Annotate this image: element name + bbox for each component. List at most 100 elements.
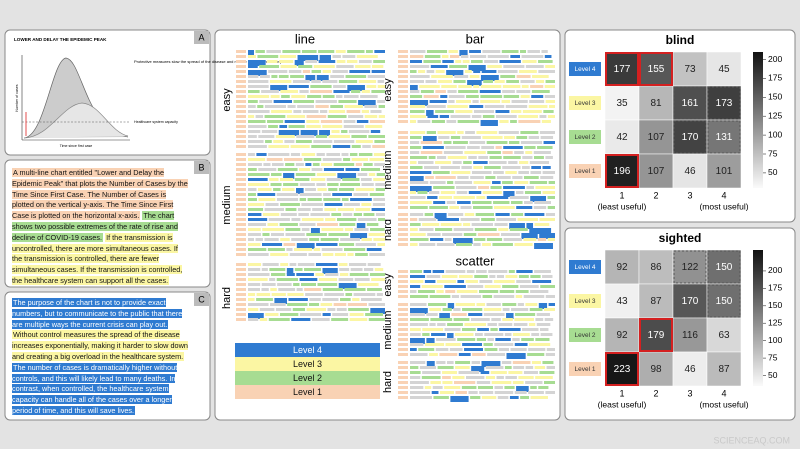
strip (521, 55, 544, 58)
strip (257, 188, 272, 191)
strip (358, 283, 379, 286)
strip (370, 110, 382, 113)
strip (470, 176, 484, 179)
strip (248, 140, 264, 143)
strip (486, 141, 508, 144)
strip-lead (236, 168, 246, 171)
dashed-outline (673, 120, 707, 154)
strip-lead (398, 161, 408, 164)
strip (532, 75, 549, 78)
strip-lead (236, 253, 246, 256)
strip (455, 333, 474, 336)
strip (301, 283, 317, 286)
strip (462, 60, 470, 63)
strip-lead (398, 85, 408, 88)
strip (278, 75, 289, 78)
strip (248, 80, 269, 83)
strip (487, 323, 497, 326)
strip (292, 80, 310, 83)
strip-lead (398, 115, 408, 118)
cell-label: 46 (684, 166, 696, 177)
strip (344, 248, 366, 251)
strip (321, 163, 333, 166)
strip (430, 238, 444, 241)
strip (410, 213, 424, 216)
strip (262, 243, 283, 246)
strip (532, 280, 552, 283)
strip (473, 166, 483, 169)
strip-lead (398, 146, 408, 149)
strip (468, 156, 477, 159)
difficulty-label: hard (382, 371, 394, 393)
strip (322, 298, 339, 301)
cell-label: 86 (650, 262, 662, 273)
strip (355, 140, 373, 143)
difficulty-label: easy (382, 78, 394, 102)
strip (333, 140, 355, 143)
strip (472, 353, 486, 356)
strip (520, 131, 539, 134)
strip (330, 75, 345, 78)
strip (327, 308, 336, 311)
strip-lead (236, 248, 246, 251)
strip (336, 65, 354, 68)
strip (377, 85, 385, 88)
strip (501, 361, 512, 364)
strip (498, 323, 513, 326)
strip (324, 293, 344, 296)
strip (496, 218, 517, 221)
row-label-box (569, 328, 601, 342)
strip (328, 233, 349, 236)
strip (452, 141, 468, 144)
strip (353, 293, 376, 296)
strip (480, 95, 503, 98)
strip (528, 136, 540, 139)
strip (410, 60, 422, 63)
strip (469, 105, 484, 108)
strip-lead (398, 328, 408, 331)
strip (366, 248, 382, 251)
thumbnail (21, 55, 130, 141)
strip (410, 65, 430, 68)
strip (328, 110, 346, 113)
strip (538, 303, 548, 309)
strip-lead (398, 90, 408, 93)
strip (371, 278, 385, 281)
strip (367, 288, 382, 291)
strip-lead (398, 131, 408, 134)
strip-lead (398, 201, 408, 204)
strip (410, 146, 422, 149)
strip (343, 120, 356, 123)
row-label: Level 3 (575, 298, 596, 305)
strip (376, 293, 383, 296)
strip (410, 151, 420, 154)
strip (289, 253, 307, 256)
strip (538, 60, 553, 63)
text-panel-c: The purpose of the chart is not to provi… (12, 298, 192, 417)
strip (299, 223, 316, 226)
strip (330, 105, 344, 108)
strip (336, 95, 343, 98)
strip (443, 151, 463, 154)
strip (370, 130, 381, 133)
strip (248, 55, 256, 58)
strip (271, 293, 286, 296)
strip (410, 141, 420, 144)
cell-label: 179 (648, 330, 665, 341)
cell (672, 283, 708, 319)
strip (248, 278, 268, 281)
strip (307, 95, 322, 98)
strip (270, 85, 288, 91)
strip (440, 191, 456, 194)
strip (463, 233, 477, 236)
label-box (194, 161, 209, 174)
strip (453, 196, 475, 199)
strip (334, 253, 346, 256)
strip (410, 328, 421, 331)
strip (366, 85, 377, 88)
strip (490, 186, 502, 189)
dashed-outline (707, 120, 741, 154)
strip (439, 353, 458, 356)
strip (449, 65, 468, 68)
strip (261, 268, 268, 271)
